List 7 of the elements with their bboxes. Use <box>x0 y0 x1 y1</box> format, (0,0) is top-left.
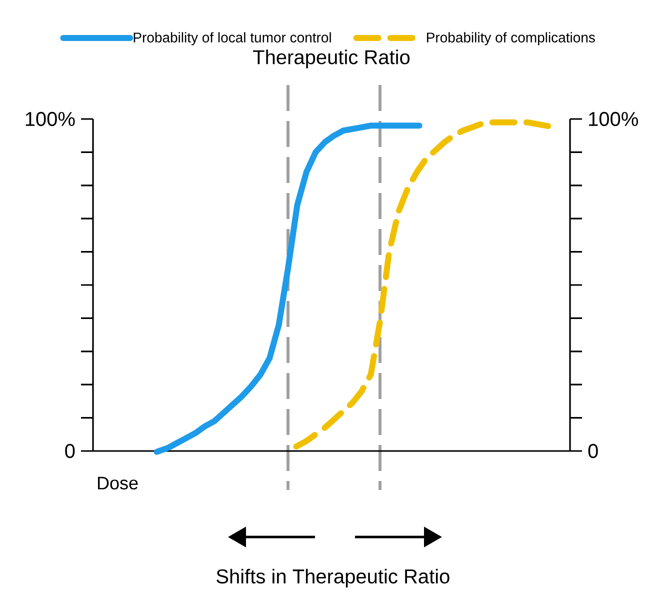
y2-tick-label: 100% <box>589 112 638 126</box>
text: Shifts in Therapeutic Ratio <box>216 568 450 588</box>
legend-label: Probability of complications <box>427 32 595 46</box>
chart-title: Therapeutic Ratio <box>253 50 410 68</box>
y2-tick-label: 0 <box>588 444 598 458</box>
x-axis-title: Dose <box>98 476 138 490</box>
legend-label: Probability of local tumor control <box>134 32 331 46</box>
